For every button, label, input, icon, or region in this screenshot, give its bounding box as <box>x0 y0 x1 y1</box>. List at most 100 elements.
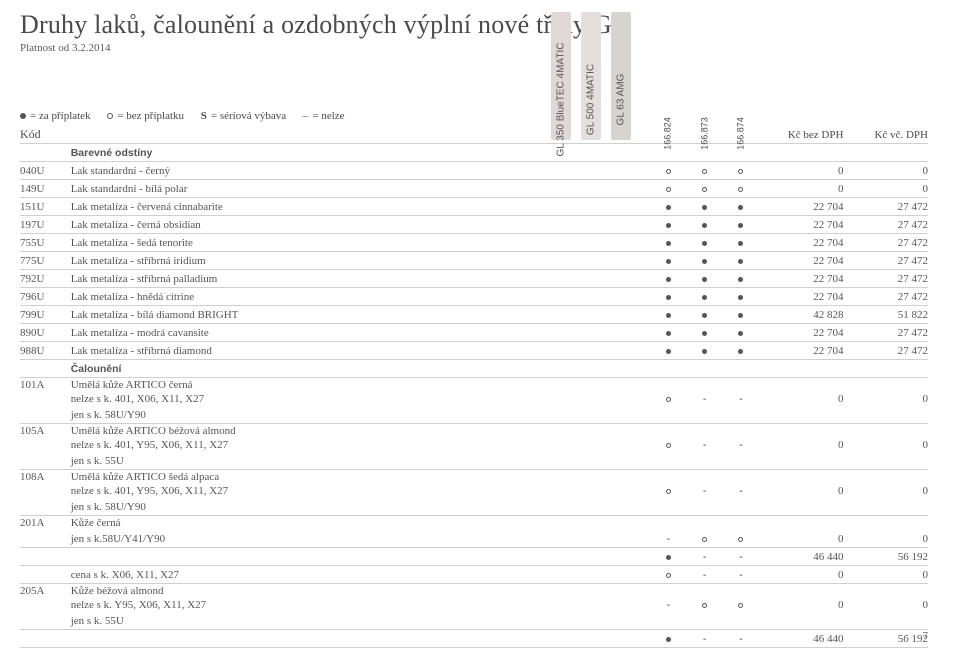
row-price2: 27 472 <box>843 216 928 234</box>
row-desc: Kůže černá <box>71 516 651 531</box>
row-code: 792U <box>20 270 71 288</box>
page-subtitle: Platnost od 3.2.2014 <box>20 42 928 54</box>
row-mark <box>650 306 686 324</box>
row-desc: Umělá kůže ARTICO černá <box>71 378 651 393</box>
legend-notavail-label: = nelze <box>312 110 344 122</box>
row-desc: jen s k. 58U/Y90 <box>71 498 651 516</box>
row-mark <box>723 342 759 360</box>
row-mark: - <box>723 438 759 452</box>
row-price1: 22 704 <box>759 252 844 270</box>
row-mark <box>686 216 722 234</box>
row-desc: cena s k. X06, X11, X27 <box>71 566 651 584</box>
row-price2: 27 472 <box>843 342 928 360</box>
row-code: 988U <box>20 342 71 360</box>
row-mark <box>686 252 722 270</box>
row-mark <box>686 270 722 288</box>
legend-filled-dot-icon <box>20 113 26 119</box>
row-desc: jen s k.58U/Y41/Y90 <box>71 530 651 548</box>
row-mark <box>650 162 686 180</box>
row-mark <box>650 548 686 566</box>
row-desc: Lak metalíza - hnědá citrine <box>71 288 651 306</box>
row-desc: jen s k. 55U <box>71 452 651 470</box>
legend-open-dot-icon <box>107 113 113 119</box>
row-code: 775U <box>20 252 71 270</box>
table-row: 205AKůže béžová almond <box>20 584 928 599</box>
row-desc: Lak metalíza - stříbrná diamond <box>71 342 651 360</box>
row-price1: 22 704 <box>759 342 844 360</box>
row-mark <box>650 566 686 584</box>
row-mark <box>723 324 759 342</box>
row-mark <box>686 234 722 252</box>
table-row: 988ULak metalíza - stříbrná diamond 22 70… <box>20 342 928 360</box>
row-desc: jen s k. 58U/Y90 <box>71 406 651 424</box>
row-price1: 0 <box>759 598 844 612</box>
row-mark: - <box>686 484 722 498</box>
table-row: 105AUmělá kůže ARTICO béžová almond <box>20 424 928 439</box>
table-row: nelze s k. Y95, X06, X11, X27-00 <box>20 598 928 612</box>
row-mark: - <box>686 548 722 566</box>
table-row: nelze s k. 401, Y95, X06, X11, X27--00 <box>20 438 928 452</box>
table-row: 755ULak metalíza - šedá tenorite22 70427… <box>20 234 928 252</box>
row-code: 799U <box>20 306 71 324</box>
table-row: cena s k. X06, X11, X27--00 <box>20 566 928 584</box>
row-price2: 0 <box>843 598 928 612</box>
row-mark <box>650 252 686 270</box>
row-desc: Lak standardní - bílá polar <box>71 180 651 198</box>
row-mark: - <box>686 566 722 584</box>
row-code: 796U <box>20 288 71 306</box>
table-row: 108AUmělá kůže ARTICO šedá alpaca <box>20 470 928 485</box>
col-model-3-header: 166.874 <box>723 126 759 144</box>
row-code: 040U <box>20 162 71 180</box>
row-price2: 56 192 <box>843 630 928 648</box>
model-col-name-1: GL 350 BlueTEC 4MATIC <box>556 43 567 157</box>
row-price1: 22 704 <box>759 270 844 288</box>
row-mark <box>650 484 686 498</box>
row-price2: 0 <box>843 484 928 498</box>
row-mark <box>650 324 686 342</box>
table-row: 201AKůže černá <box>20 516 928 531</box>
row-code: 205A <box>20 584 71 599</box>
row-mark <box>723 252 759 270</box>
table-row: 796ULak metalíza - hnědá citrine22 70427… <box>20 288 928 306</box>
row-price2: 27 472 <box>843 252 928 270</box>
col-price1-header: Kč bez DPH <box>759 126 844 144</box>
row-mark: - <box>686 392 722 406</box>
col-model-1-header: 166.824 <box>650 126 686 144</box>
col-price2-header: Kč vč. DPH <box>843 126 928 144</box>
row-price1: 0 <box>759 484 844 498</box>
row-mark <box>650 216 686 234</box>
row-mark <box>686 598 722 612</box>
row-desc: Lak metalíza - stříbrná iridium <box>71 252 651 270</box>
row-price2: 0 <box>843 566 928 584</box>
row-price1: 22 704 <box>759 216 844 234</box>
model-col-box-2: GL 500 4MATIC <box>581 12 601 140</box>
row-desc: Lak metalíza - červená cinnabarite <box>71 198 651 216</box>
table-row: nelze s k. 401, X06, X11, X27--00 <box>20 392 928 406</box>
table-row: 792ULak metalíza - stříbrná palladium 22 … <box>20 270 928 288</box>
row-mark <box>686 180 722 198</box>
table-row: 799ULak metalíza - bílá diamond BRIGHT42… <box>20 306 928 324</box>
row-mark <box>723 162 759 180</box>
table-row: jen s k.58U/Y41/Y90-00 <box>20 530 928 548</box>
row-price2: 0 <box>843 530 928 548</box>
row-code: 108A <box>20 470 71 485</box>
row-desc: Lak metalíza - stříbrná palladium <box>71 270 651 288</box>
col-model-2-header: 166.873 <box>686 126 722 144</box>
table-row: --46 44056 192 <box>20 548 928 566</box>
row-mark: - <box>723 548 759 566</box>
table-row: 101AUmělá kůže ARTICO černá <box>20 378 928 393</box>
row-mark <box>723 530 759 548</box>
row-mark <box>686 324 722 342</box>
row-code: 105A <box>20 424 71 439</box>
row-desc: Lak metalíza - černá obsidian <box>71 216 651 234</box>
row-mark <box>723 306 759 324</box>
row-price1: 0 <box>759 162 844 180</box>
table-row: 775ULak metalíza - stříbrná iridium 22 70… <box>20 252 928 270</box>
row-code: 890U <box>20 324 71 342</box>
row-code: 201A <box>20 516 71 531</box>
row-code: 151U <box>20 198 71 216</box>
row-mark: - <box>723 566 759 584</box>
row-code: 149U <box>20 180 71 198</box>
row-price2: 0 <box>843 162 928 180</box>
row-desc: Lak metalíza - šedá tenorite <box>71 234 651 252</box>
